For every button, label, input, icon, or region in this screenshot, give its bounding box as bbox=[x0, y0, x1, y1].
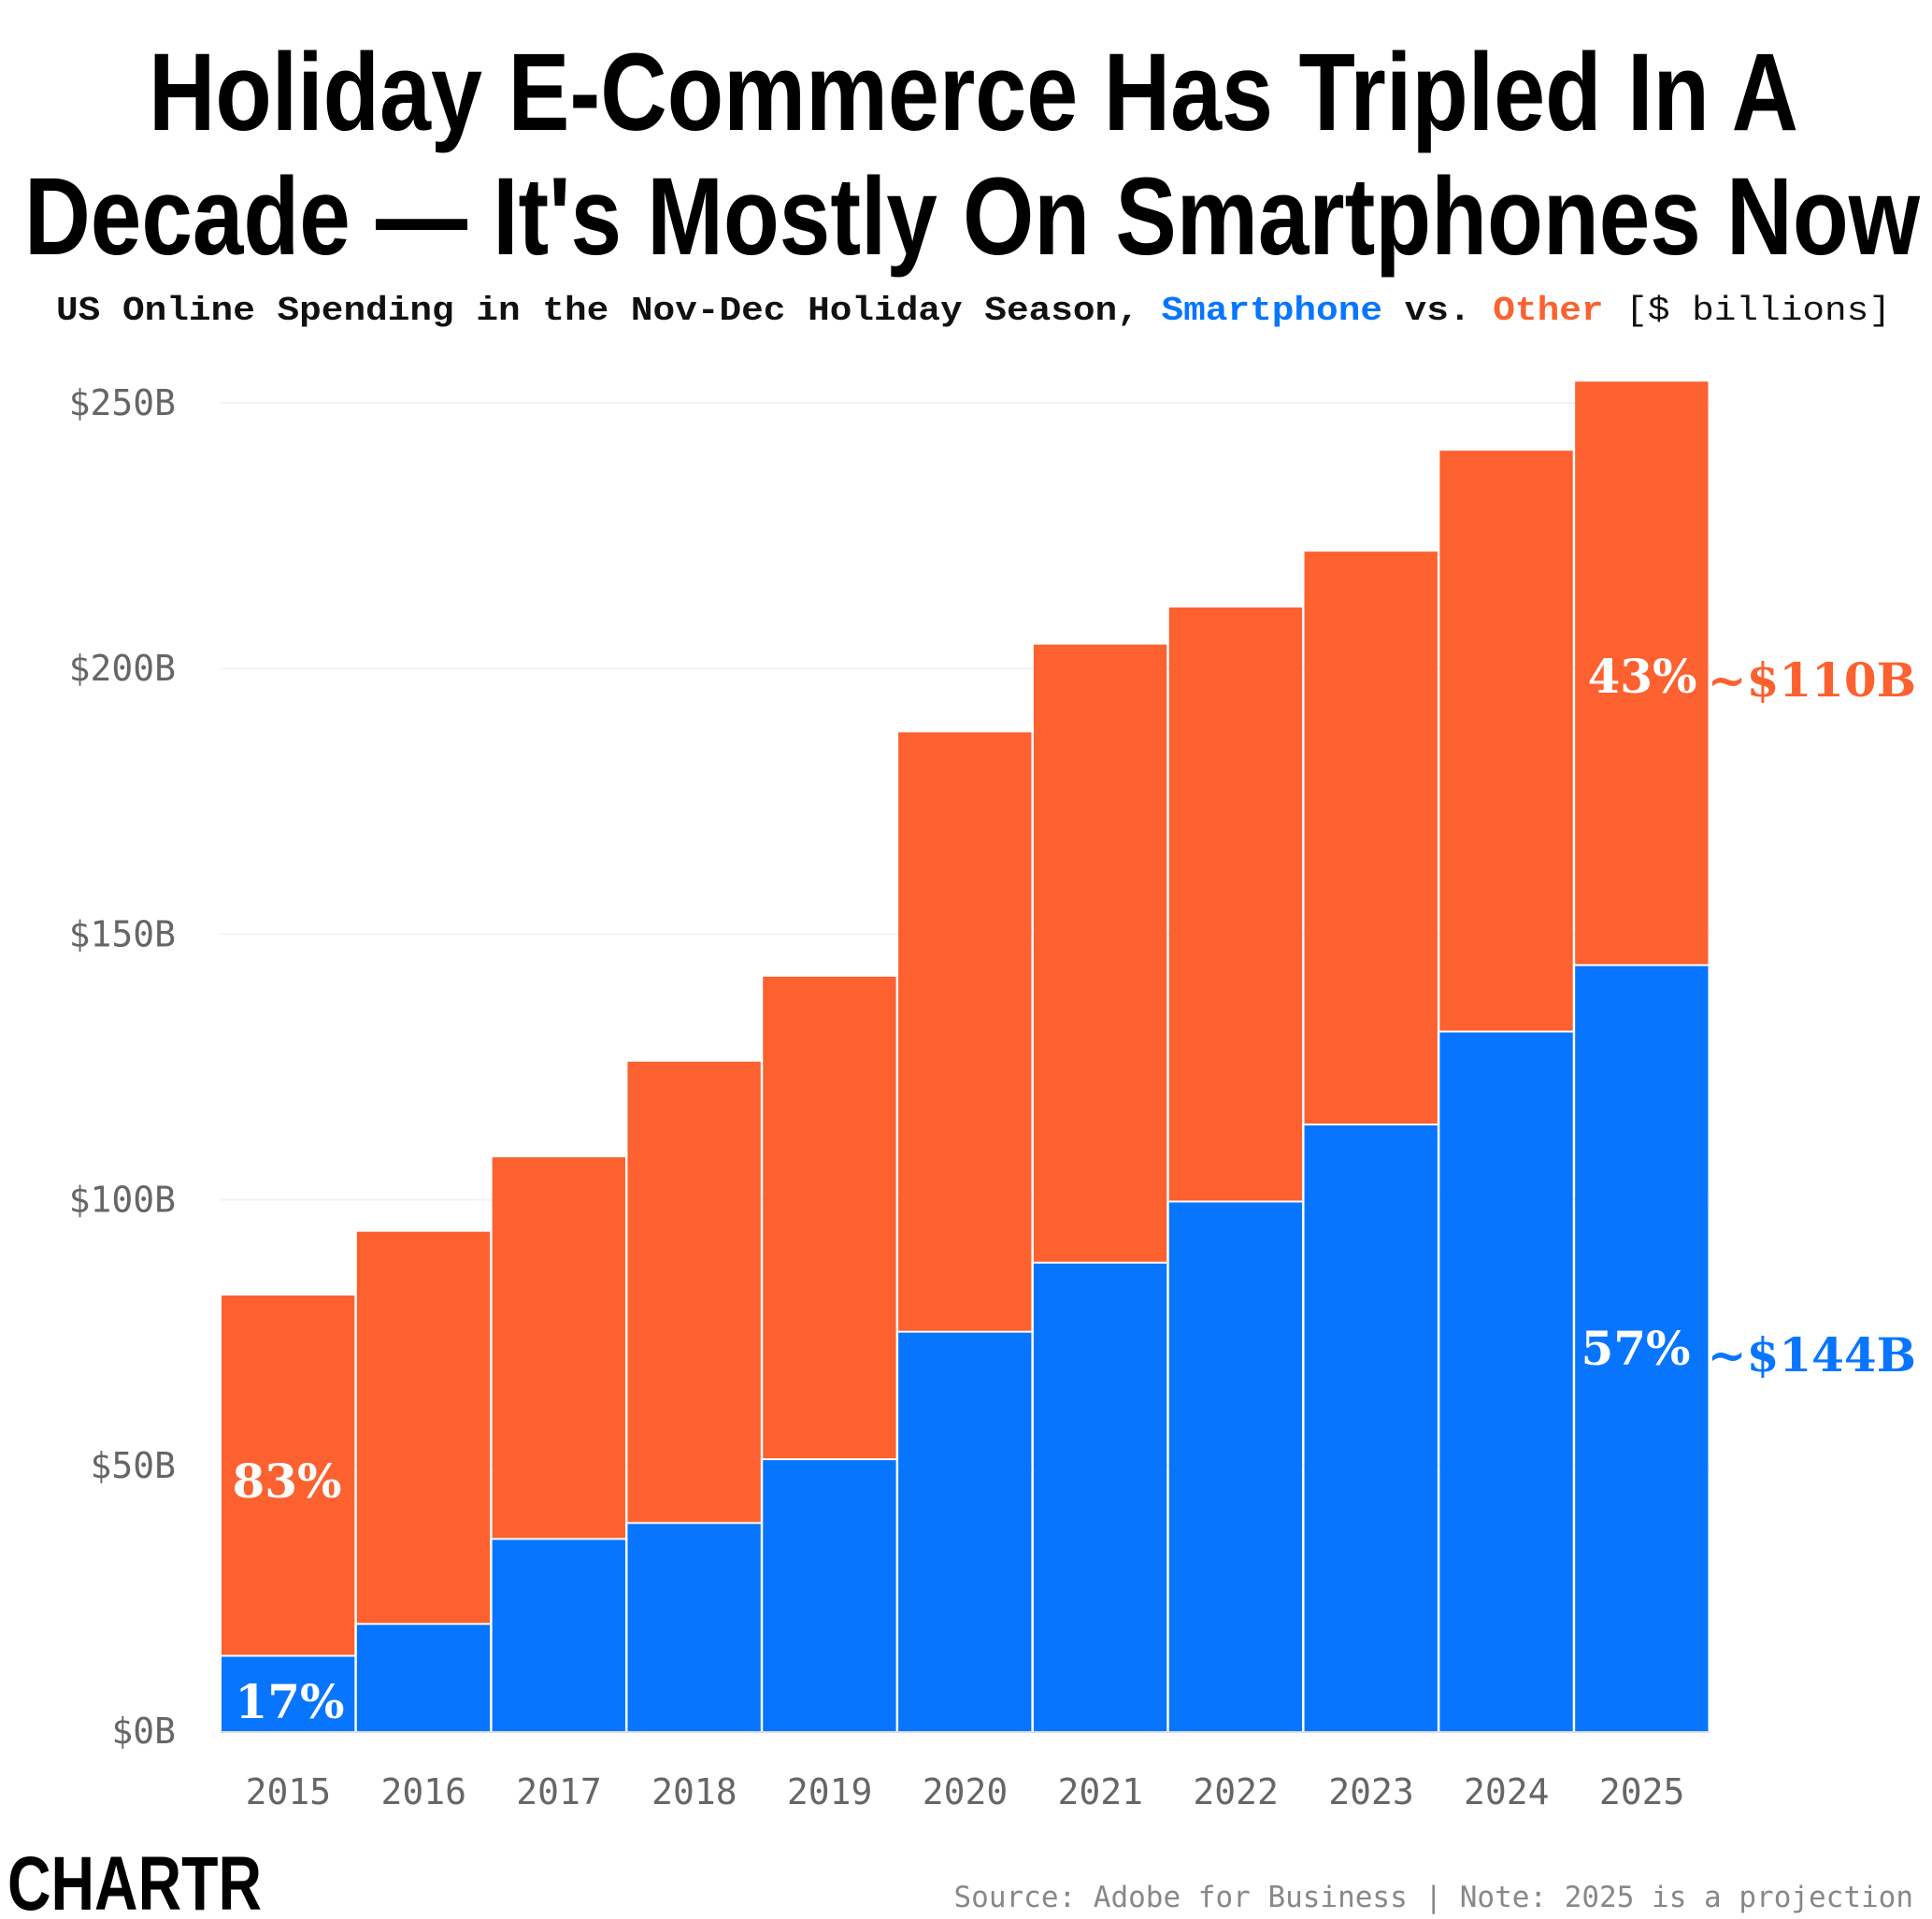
bars bbox=[222, 381, 1709, 1731]
y-tick-label: $50B bbox=[90, 1445, 176, 1486]
bar-other-2019 bbox=[763, 976, 896, 1459]
bar-other-2017 bbox=[492, 1157, 625, 1539]
annotation-other-2025-pct: 43% bbox=[1587, 649, 1696, 704]
title-line-2: Decade — It's Mostly On Smartphones Now bbox=[24, 155, 1921, 279]
bar-smartphone-2016 bbox=[356, 1625, 491, 1731]
y-tick-label: $150B bbox=[69, 913, 176, 954]
bar-other-2022 bbox=[1168, 607, 1303, 1201]
subtitle-prefix: US Online Spending in the Nov-Dec Holida… bbox=[56, 292, 1162, 330]
y-tick-label: $250B bbox=[69, 382, 176, 423]
legend-smartphone: Smartphone bbox=[1162, 292, 1383, 330]
annotation-other-2025-value: ~$110B bbox=[1708, 652, 1916, 708]
bar-smartphone-2021 bbox=[1033, 1263, 1167, 1731]
subtitle-vs: vs. bbox=[1382, 292, 1493, 330]
x-tick-label: 2023 bbox=[1328, 1771, 1414, 1812]
subtitle-unit: [$ billions] bbox=[1604, 292, 1891, 330]
annotation-smartphone-2025-pct: 57% bbox=[1581, 1321, 1690, 1376]
title-line-1: Holiday E-Commerce Has Tripled In A bbox=[149, 31, 1798, 154]
annotation-smartphone-2015-pct: 17% bbox=[235, 1674, 344, 1729]
bar-smartphone-2025 bbox=[1575, 966, 1709, 1731]
bar-other-2025 bbox=[1575, 381, 1709, 965]
x-tick-label: 2022 bbox=[1193, 1771, 1279, 1812]
bar-other-2024 bbox=[1439, 451, 1573, 1031]
subtitle: US Online Spending in the Nov-Dec Holida… bbox=[56, 292, 1891, 330]
bar-smartphone-2022 bbox=[1168, 1202, 1303, 1731]
x-axis: 2015 2016 2017 2018 2019 2020 2021 2022 2023 2024… bbox=[246, 1771, 1685, 1812]
x-tick-label: 2021 bbox=[1058, 1771, 1144, 1812]
bar-other-2021 bbox=[1033, 644, 1167, 1262]
bar-other-2016 bbox=[356, 1231, 491, 1624]
x-tick-label: 2016 bbox=[380, 1771, 466, 1812]
chartr-logo: CHARTR bbox=[7, 1841, 262, 1919]
y-tick-label: $0B bbox=[111, 1711, 176, 1752]
bar-smartphone-2018 bbox=[627, 1524, 761, 1731]
bar-smartphone-2019 bbox=[763, 1460, 896, 1731]
bar-other-2015 bbox=[222, 1295, 355, 1655]
annotation-other-2015-pct: 83% bbox=[232, 1454, 341, 1509]
bar-smartphone-2015 bbox=[222, 1656, 355, 1731]
bar-other-2020 bbox=[898, 732, 1032, 1331]
bar-smartphone-2023 bbox=[1304, 1125, 1438, 1731]
x-tick-label: 2024 bbox=[1464, 1771, 1550, 1812]
y-axis: $0B $50B $100B $150B $200B $250B bbox=[69, 382, 176, 1752]
y-tick-label: $200B bbox=[69, 648, 176, 689]
y-tick-label: $100B bbox=[69, 1180, 176, 1221]
legend-other: Other bbox=[1493, 292, 1603, 330]
x-tick-label: 2017 bbox=[516, 1771, 602, 1812]
bar-other-2018 bbox=[627, 1061, 761, 1523]
source-note: Source: Adobe for Business | Note: 2025 … bbox=[954, 1881, 1914, 1914]
x-tick-label: 2020 bbox=[923, 1771, 1009, 1812]
x-tick-label: 2018 bbox=[651, 1771, 737, 1812]
bar-smartphone-2017 bbox=[492, 1539, 625, 1731]
x-tick-label: 2025 bbox=[1599, 1771, 1685, 1812]
bar-smartphone-2024 bbox=[1439, 1032, 1573, 1731]
bar-other-2023 bbox=[1304, 551, 1438, 1124]
bar-smartphone-2020 bbox=[898, 1332, 1032, 1731]
x-tick-label: 2019 bbox=[787, 1771, 873, 1812]
annotation-smartphone-2025-value: ~$144B bbox=[1708, 1327, 1916, 1382]
x-tick-label: 2015 bbox=[246, 1771, 332, 1812]
